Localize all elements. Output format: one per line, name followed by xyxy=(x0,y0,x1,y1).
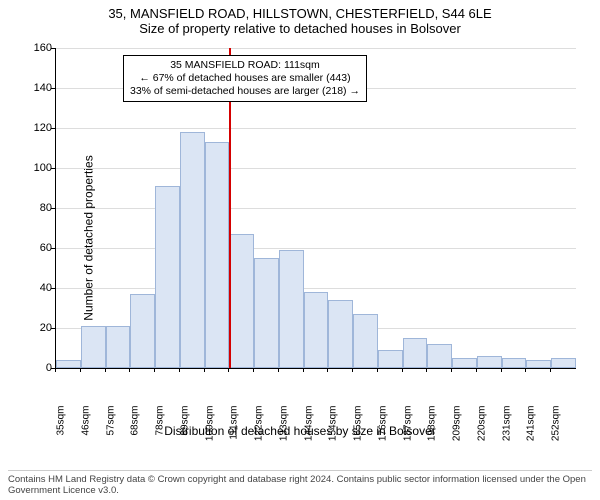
y-tick-mark xyxy=(51,88,55,89)
chart-area: Number of detached properties 35 MANSFIE… xyxy=(0,38,600,438)
x-tick-label: 122sqm xyxy=(254,406,265,456)
x-tick-mark xyxy=(327,368,328,372)
x-tick-label: 35sqm xyxy=(56,406,67,456)
gridline xyxy=(56,168,576,169)
annotation-line2: ← 67% of detached houses are smaller (44… xyxy=(130,72,360,85)
y-tick-mark xyxy=(51,128,55,129)
histogram-bar xyxy=(180,132,205,368)
x-tick-mark xyxy=(129,368,130,372)
y-tick-label: 160 xyxy=(32,42,52,54)
histogram-bar xyxy=(551,358,576,368)
histogram-bar xyxy=(279,250,304,368)
histogram-bar xyxy=(81,326,106,368)
x-tick-mark xyxy=(105,368,106,372)
x-tick-label: 78sqm xyxy=(155,406,166,456)
histogram-bar xyxy=(56,360,81,368)
gridline xyxy=(56,248,576,249)
x-tick-label: 220sqm xyxy=(476,406,487,456)
histogram-bar xyxy=(106,326,131,368)
y-tick-label: 0 xyxy=(32,362,52,374)
chart-title-line2: Size of property relative to detached ho… xyxy=(0,21,600,38)
x-tick-mark xyxy=(228,368,229,372)
x-tick-label: 100sqm xyxy=(204,406,215,456)
histogram-bar xyxy=(502,358,527,368)
y-tick-label: 20 xyxy=(32,322,52,334)
x-tick-label: 154sqm xyxy=(328,406,339,456)
y-tick-mark xyxy=(51,48,55,49)
plot-region: 35 MANSFIELD ROAD: 111sqm ← 67% of detac… xyxy=(55,48,576,369)
x-tick-label: 198sqm xyxy=(427,406,438,456)
y-tick-label: 140 xyxy=(32,82,52,94)
x-tick-mark xyxy=(426,368,427,372)
x-tick-mark xyxy=(204,368,205,372)
histogram-bar xyxy=(328,300,353,368)
x-tick-mark xyxy=(55,368,56,372)
x-tick-mark xyxy=(303,368,304,372)
x-tick-mark xyxy=(501,368,502,372)
histogram-bar xyxy=(130,294,155,368)
x-tick-label: 57sqm xyxy=(105,406,116,456)
chart-title-line1: 35, MANSFIELD ROAD, HILLSTOWN, CHESTERFI… xyxy=(0,0,600,21)
y-tick-label: 80 xyxy=(32,202,52,214)
x-tick-label: 165sqm xyxy=(353,406,364,456)
x-tick-label: 111sqm xyxy=(229,406,240,456)
histogram-bar xyxy=(304,292,329,368)
x-tick-label: 133sqm xyxy=(278,406,289,456)
y-tick-mark xyxy=(51,208,55,209)
x-tick-label: 252sqm xyxy=(551,406,562,456)
gridline xyxy=(56,48,576,49)
x-tick-label: 231sqm xyxy=(501,406,512,456)
histogram-bar xyxy=(353,314,378,368)
gridline xyxy=(56,128,576,129)
x-tick-mark xyxy=(352,368,353,372)
histogram-bar xyxy=(427,344,452,368)
x-tick-mark xyxy=(476,368,477,372)
histogram-bar xyxy=(452,358,477,368)
y-tick-mark xyxy=(51,168,55,169)
x-tick-mark xyxy=(154,368,155,372)
histogram-bar xyxy=(155,186,180,368)
y-tick-label: 100 xyxy=(32,162,52,174)
x-tick-label: 187sqm xyxy=(402,406,413,456)
x-tick-mark xyxy=(451,368,452,372)
x-tick-mark xyxy=(80,368,81,372)
x-tick-label: 176sqm xyxy=(377,406,388,456)
annotation-box: 35 MANSFIELD ROAD: 111sqm ← 67% of detac… xyxy=(123,55,367,102)
histogram-bar xyxy=(254,258,279,368)
histogram-bar xyxy=(378,350,403,368)
x-tick-mark xyxy=(253,368,254,372)
y-tick-mark xyxy=(51,288,55,289)
y-tick-label: 120 xyxy=(32,122,52,134)
x-tick-mark xyxy=(550,368,551,372)
y-tick-mark xyxy=(51,328,55,329)
histogram-bar xyxy=(526,360,551,368)
x-tick-mark xyxy=(525,368,526,372)
x-tick-mark xyxy=(278,368,279,372)
histogram-bar xyxy=(205,142,230,368)
footer-attribution: Contains HM Land Registry data © Crown c… xyxy=(8,470,592,496)
y-tick-label: 40 xyxy=(32,282,52,294)
x-tick-label: 68sqm xyxy=(130,406,141,456)
annotation-line3: 33% of semi-detached houses are larger (… xyxy=(130,85,360,98)
annotation-line1: 35 MANSFIELD ROAD: 111sqm xyxy=(130,59,360,72)
x-tick-mark xyxy=(179,368,180,372)
x-tick-label: 144sqm xyxy=(303,406,314,456)
x-tick-label: 241sqm xyxy=(526,406,537,456)
histogram-bar xyxy=(477,356,502,368)
histogram-bar xyxy=(229,234,254,368)
x-tick-label: 89sqm xyxy=(179,406,190,456)
y-tick-mark xyxy=(51,248,55,249)
gridline xyxy=(56,208,576,209)
x-tick-mark xyxy=(402,368,403,372)
histogram-bar xyxy=(403,338,428,368)
x-tick-mark xyxy=(377,368,378,372)
x-tick-label: 209sqm xyxy=(452,406,463,456)
gridline xyxy=(56,288,576,289)
x-tick-label: 46sqm xyxy=(80,406,91,456)
y-tick-label: 60 xyxy=(32,242,52,254)
